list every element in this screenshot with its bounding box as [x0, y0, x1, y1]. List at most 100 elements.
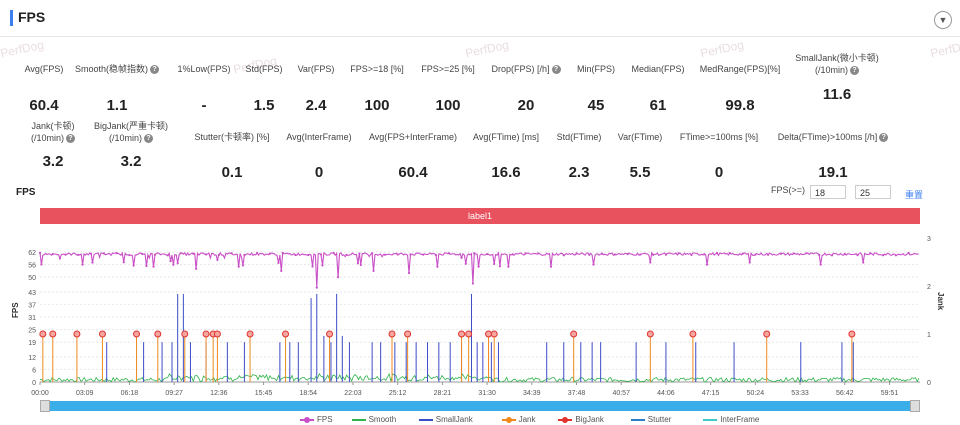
fps-point	[336, 276, 340, 279]
fps-threshold-input-2[interactable]: 25	[855, 185, 891, 199]
fps-point	[204, 253, 208, 256]
legend-dot-icon	[505, 416, 512, 423]
help-icon[interactable]: ?	[66, 134, 75, 144]
fps-point	[652, 253, 655, 256]
metric-value: 99.8	[725, 97, 755, 114]
fps-point	[356, 262, 360, 265]
reset-button[interactable]: 重置	[905, 190, 924, 200]
chevron-down-icon[interactable]: ▼	[934, 11, 952, 29]
y-left-tick-label: 50	[28, 275, 36, 282]
fps-point	[748, 261, 751, 264]
metric-value: 61	[649, 97, 667, 114]
fps-point	[819, 263, 822, 266]
x-tick-label: 37:48	[568, 390, 586, 397]
legend-item-bigjank[interactable]: BigJank	[558, 415, 604, 424]
metric-label-text: Stutter(卡顿率) [%]	[194, 132, 270, 142]
metric-metrics1-2: 1%Low(FPS) -	[144, 63, 264, 114]
metric-label: Stutter(卡顿率) [%]	[172, 131, 292, 143]
help-icon[interactable]: ?	[551, 65, 561, 75]
legend-swatch-icon	[630, 418, 645, 421]
fps-point	[332, 251, 335, 255]
metric-metrics1-5: FPS>=18 [%] 100	[317, 63, 437, 114]
metric-label: Var(FTime)	[580, 131, 700, 143]
metric-metrics1-11: SmallJank(微小卡顿) (/10min)? 11.6	[777, 52, 897, 103]
bigjank-marker	[73, 330, 81, 338]
fps-point	[277, 261, 280, 264]
zoom-scrollbar[interactable]	[40, 401, 920, 411]
metric-label-text: Drop(FPS) [/h]	[491, 64, 550, 74]
y-right-tick-label: 3	[927, 236, 931, 243]
help-icon[interactable]: ?	[150, 65, 159, 75]
legend-item-fps[interactable]: FPS	[300, 415, 333, 424]
metric-value: 0	[314, 164, 324, 181]
fps-point	[307, 253, 310, 257]
fps-point	[192, 252, 195, 255]
metric-label-text: Var(FPS)	[297, 64, 335, 74]
metric-label-text: 1%Low(FPS)	[177, 64, 231, 74]
metric-value: 100	[435, 97, 461, 114]
legend-item-smalljank[interactable]: SmallJank	[418, 415, 473, 424]
metric-label: Median(FPS)	[598, 63, 718, 75]
legend-item-stutter[interactable]: Stutter	[630, 415, 672, 424]
legend-dot-icon	[304, 416, 310, 423]
legend-swatch-icon	[351, 418, 366, 421]
fps-point	[600, 252, 604, 255]
fps-threshold-input-1[interactable]: 18	[810, 185, 846, 199]
fps-point	[153, 253, 157, 256]
fps-point	[856, 254, 859, 257]
help-icon[interactable]: ?	[144, 134, 153, 144]
metric-label-line2: (/10min)?	[71, 132, 191, 144]
legend-swatch-icon	[418, 418, 433, 421]
fps-point	[280, 269, 283, 272]
x-tick-label: 50:24	[747, 390, 765, 397]
metric-label-text: Delta(FTime)>100ms [/h]	[777, 132, 878, 142]
y-left-tick-label: 0	[32, 380, 36, 387]
fps-point	[754, 253, 757, 256]
metric-metrics1-0: Avg(FPS) 60.4	[0, 63, 104, 114]
y-left-tick-label: 43	[28, 290, 36, 297]
metric-metrics2-9: Delta(FTime)>100ms [/h]? 19.1	[773, 131, 893, 181]
y-left-tick-label: 56	[28, 263, 36, 270]
metric-label: 1%Low(FPS)	[144, 63, 264, 75]
metric-label-text: Min(FPS)	[577, 64, 615, 74]
fps-point	[613, 253, 616, 256]
legend-item-interframe[interactable]: InterFrame	[703, 415, 759, 424]
fps-point	[498, 265, 501, 268]
metric-label: Std(FPS)	[204, 63, 324, 75]
bigjank-marker	[49, 330, 57, 338]
x-tick-label: 59:51	[881, 390, 899, 397]
zoom-handle-left[interactable]	[40, 400, 50, 412]
fps-point	[358, 252, 361, 255]
fps-point	[77, 253, 80, 256]
fps-point	[256, 251, 259, 255]
metric-metrics1-10: MedRange(FPS)[%] 99.8	[680, 63, 800, 114]
y-right-axis-title: Jank	[936, 292, 945, 311]
metric-label: Avg(FPS+InterFrame)	[353, 131, 473, 143]
bigjank-marker	[326, 330, 334, 338]
metric-label: FTime>=100ms [%]	[659, 131, 779, 143]
fps-point	[767, 253, 770, 256]
fps-point	[217, 253, 220, 257]
help-icon[interactable]: ?	[879, 133, 889, 143]
fps-point	[372, 269, 375, 272]
legend-item-smooth[interactable]: Smooth	[351, 415, 396, 424]
help-icon[interactable]: ?	[850, 66, 859, 76]
fps-point	[58, 257, 61, 260]
fps-point	[241, 264, 245, 267]
zoom-handle-right[interactable]	[910, 400, 920, 412]
fps-point	[464, 262, 467, 265]
legend-dot-icon	[562, 416, 569, 423]
fps-point	[493, 262, 496, 265]
x-tick-label: 34:39	[523, 390, 541, 397]
metric-metrics1-9: Median(FPS) 61	[598, 63, 718, 114]
fps-point	[311, 265, 314, 268]
label-bar[interactable]: label1	[40, 208, 920, 224]
legend-label: Stutter	[647, 415, 672, 424]
x-tick-label: 22:03	[344, 390, 362, 397]
fps-point	[436, 265, 439, 268]
fps-point	[588, 253, 591, 256]
fps-point	[268, 252, 272, 255]
legend-item-jank[interactable]: Jank	[501, 415, 536, 424]
x-tick-label: 28:21	[434, 390, 452, 397]
